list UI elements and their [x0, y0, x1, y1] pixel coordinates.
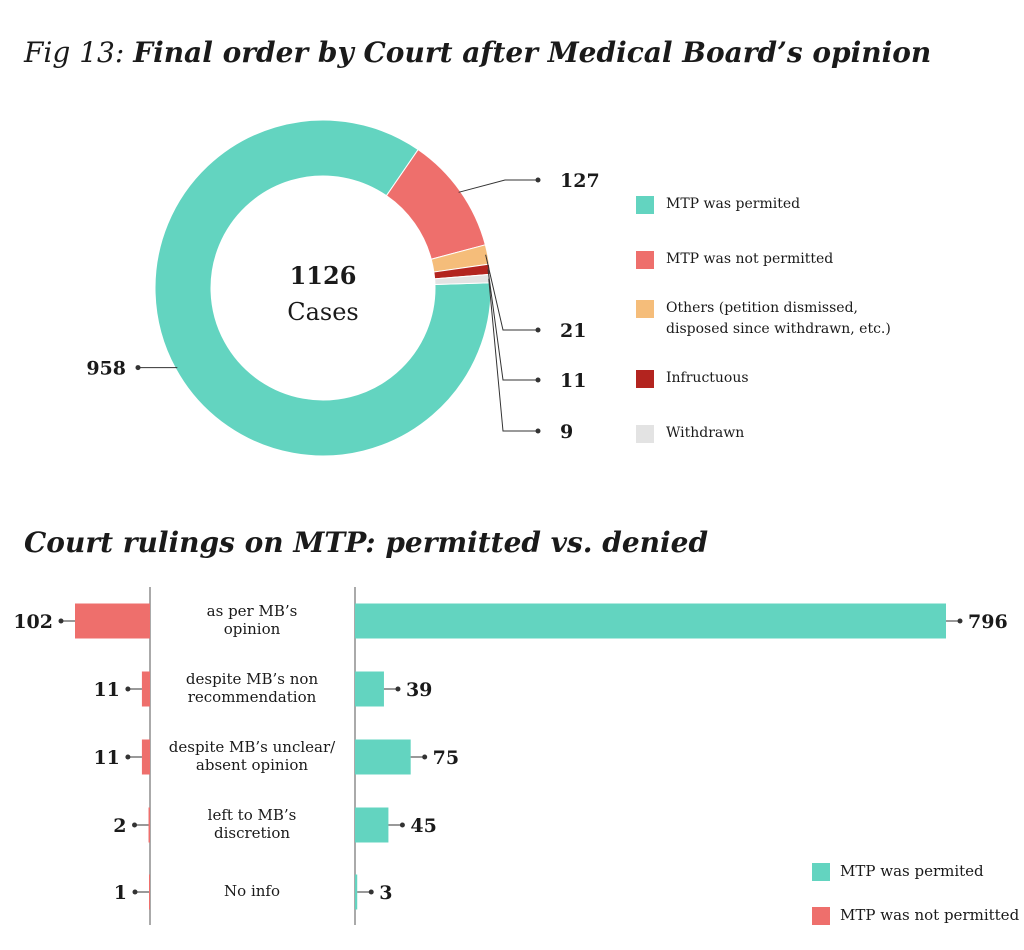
bar-not-permitted-dot-0 [58, 618, 64, 624]
bar-permitted-dot-2 [422, 754, 428, 760]
donut-legend-item-mtp-was-permited: MTP was permited [636, 194, 916, 215]
legend-label: MTP was not permitted [840, 906, 1020, 924]
bar-not-permitted-value-1: 11 [93, 679, 119, 701]
bar-category-label-line: absent opinion [195, 756, 309, 774]
bar-category-label-line: opinion [223, 620, 281, 638]
donut-callout-line-withdrawn [488, 278, 538, 432]
legend-label: Withdrawn [666, 425, 745, 441]
bar-category-label-line: despite MB’s non [185, 670, 319, 688]
legend-swatch [812, 907, 830, 925]
donut-callout-line-mtp-was-not-permitted [458, 179, 538, 193]
bar-permitted-dot-3 [399, 822, 405, 828]
donut-chart-title: Final order by Court after Medical Board… [133, 36, 932, 69]
legend-swatch [636, 300, 654, 318]
donut-value-label-withdrawn: 9 [560, 421, 573, 443]
legend-swatch [636, 425, 654, 443]
bar-permitted-1 [355, 671, 384, 707]
bar-category-label: as per MB’s opinion [152, 602, 352, 638]
donut-center-label: Cases [287, 298, 359, 326]
donut-legend-item-mtp-was-not-permitted: MTP was not permitted [636, 249, 916, 270]
donut-callout-line-infructuous [487, 269, 538, 381]
bar-permitted-2 [355, 739, 411, 775]
legend-swatch [636, 196, 654, 214]
bar-category-label: No info [152, 882, 352, 900]
bar-permitted-value-4: 3 [379, 882, 392, 904]
donut-value-label-mtp-was-permited: 958 [86, 358, 126, 380]
legend-label: MTP was not permitted [666, 251, 834, 267]
bar-permitted-value-0: 796 [968, 611, 1008, 633]
bar-category-label-line: recommendation [187, 688, 317, 706]
donut-callout-dot-others-petition-dismissed-disposed-since-withdrawn-etc [535, 327, 541, 333]
legend-label: Infructuous [666, 370, 749, 386]
bar-not-permitted-4 [149, 874, 150, 910]
legend-swatch [636, 370, 654, 388]
donut-value-label-infructuous: 11 [560, 370, 586, 392]
donut-value-label-others-petition-dismissed-disposed-since-withdrawn-etc: 21 [560, 320, 586, 342]
bar-permitted-3 [355, 807, 389, 843]
bar-category-label-line: No info [224, 882, 280, 900]
bar-permitted-value-1: 39 [406, 679, 432, 701]
bar-permitted-dot-4 [368, 889, 374, 895]
bar-not-permitted-0 [75, 603, 150, 639]
bar-permitted-dot-1 [395, 686, 401, 692]
bar-category-label: despite MB’s non recommendation [152, 670, 352, 706]
bar-not-permitted-1 [141, 671, 150, 707]
donut-legend-item-withdrawn: Withdrawn [636, 423, 916, 444]
bar-not-permitted-dot-4 [132, 889, 138, 895]
bar-not-permitted-value-3: 2 [113, 815, 126, 837]
bar-permitted-value-2: 75 [433, 747, 459, 769]
donut-callout-dot-withdrawn [535, 428, 541, 434]
bar-category-label: left to MB’s discretion [152, 806, 352, 842]
bar-permitted-0 [355, 603, 946, 639]
figure-title: Fig 13: Final order by Court after Medic… [24, 36, 931, 69]
bar-permitted-dot-0 [957, 618, 963, 624]
bar-permitted-4 [355, 874, 358, 910]
bar-legend-item-mtp-was-not-permitted: MTP was not permitted [812, 905, 1019, 926]
bar-permitted-value-3: 45 [410, 815, 436, 837]
legend-swatch [636, 251, 654, 269]
donut-center-value: 1126 [290, 261, 357, 290]
donut-callout-dot-infructuous [535, 377, 541, 383]
legend-swatch [812, 863, 830, 881]
bar-not-permitted-value-2: 11 [93, 747, 119, 769]
bar-not-permitted-2 [141, 739, 150, 775]
bar-not-permitted-dot-2 [125, 754, 131, 760]
donut-callout-line-others-petition-dismissed-disposed-since-withdrawn-etc [485, 254, 538, 331]
figure-number: Fig 13: [24, 36, 125, 69]
legend-label: Others (petition dismissed, disposed sin… [666, 300, 891, 337]
bar-category-label: despite MB’s unclear/absent opinion [152, 738, 352, 774]
bar-not-permitted-value-4: 1 [114, 882, 127, 904]
bar-not-permitted-value-0: 102 [13, 611, 53, 633]
bar-legend-item-mtp-was-permited: MTP was permited [812, 861, 984, 882]
donut-value-label-mtp-was-not-permitted: 127 [560, 170, 600, 192]
donut-callout-dot-mtp-was-permited [135, 365, 141, 371]
bar-category-label-line: despite MB’s unclear/ [168, 738, 336, 756]
bar-category-label-line: left to MB’s [207, 806, 297, 824]
bar-category-label-line: as per MB’s [206, 602, 298, 620]
bar-not-permitted-dot-1 [125, 686, 131, 692]
donut-legend-item-others-petition-dismissed-disposed-since-withdrawn-etc: Others (petition dismissed, disposed sin… [636, 298, 916, 340]
legend-label: MTP was permited [666, 196, 801, 212]
donut-legend-item-infructuous: Infructuous [636, 368, 916, 389]
legend-label: MTP was permited [840, 862, 984, 880]
bar-not-permitted-3 [148, 807, 150, 843]
bar-category-label-line: discretion [213, 824, 291, 842]
bar-not-permitted-dot-3 [132, 822, 138, 828]
bar-chart-title: Court rulings on MTP: permitted vs. deni… [24, 526, 709, 559]
donut-callout-dot-mtp-was-not-permitted [535, 177, 541, 183]
donut-slice-mtp-was-permited [154, 119, 492, 457]
